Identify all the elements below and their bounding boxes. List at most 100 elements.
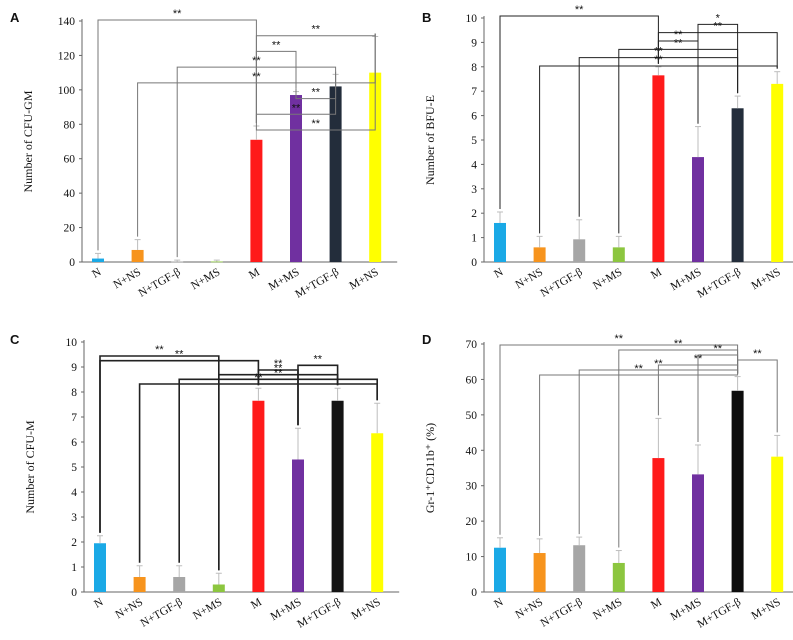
- category-label: M+NS: [749, 266, 782, 292]
- y-tick-label: 10: [66, 337, 78, 349]
- significance-bracket: [657, 40, 699, 124]
- significance-bracket: [218, 373, 339, 571]
- bar: [494, 547, 506, 592]
- bar: [371, 433, 384, 592]
- significance-bracket: [657, 364, 739, 416]
- significance-bracket: [539, 65, 778, 234]
- category-label: N: [90, 266, 104, 281]
- category-label: N+MS: [191, 596, 224, 622]
- y-tick-label: 7: [471, 86, 477, 98]
- y-tick-label: 0: [471, 257, 477, 269]
- significance-bracket: [255, 33, 376, 131]
- y-tick-label: 0: [69, 257, 75, 269]
- bar: [612, 562, 625, 592]
- y-tick-label: 1: [471, 233, 477, 245]
- y-tick-label: 9: [471, 37, 477, 49]
- significance-label: **: [274, 358, 283, 370]
- bar: [92, 258, 104, 262]
- bar: [369, 72, 382, 263]
- significance-label: **: [753, 348, 762, 360]
- category-label: N: [92, 596, 106, 611]
- y-tick-label: 4: [71, 487, 77, 499]
- significance-label: **: [173, 8, 182, 20]
- category-label: M: [249, 596, 264, 612]
- y-tick-label: 6: [471, 111, 477, 123]
- category-label: M: [649, 596, 664, 612]
- significance-label: **: [274, 367, 283, 379]
- significance-label: **: [252, 71, 261, 83]
- y-tick-label: 40: [466, 445, 478, 457]
- bar: [212, 584, 225, 592]
- category-label: M+TGF-β: [295, 596, 343, 631]
- y-tick-label: 20: [466, 516, 478, 528]
- bar: [533, 553, 546, 592]
- significance-label: **: [674, 29, 683, 41]
- category-label: M+TGF-β: [695, 596, 743, 631]
- category-label: M+TGF-β: [293, 266, 341, 301]
- significance-label: **: [575, 4, 584, 16]
- y-tick-label: 60: [64, 154, 76, 166]
- y-tick-label: 80: [64, 119, 76, 131]
- y-tick-label: 20: [64, 223, 76, 235]
- panel-letter: D: [422, 332, 431, 347]
- y-axis-label: Gr-1⁺CD11b⁺ (%): [423, 423, 437, 513]
- y-tick-label: 0: [471, 587, 477, 599]
- significance-label: **: [272, 39, 281, 51]
- bar: [331, 400, 344, 592]
- y-tick-label: 1: [71, 562, 77, 574]
- panel-letter: B: [422, 10, 431, 25]
- bar: [692, 474, 704, 592]
- significance-label: **: [714, 343, 723, 355]
- category-label: N+MS: [591, 596, 624, 622]
- significance-label: **: [615, 333, 624, 345]
- y-tick-label: 2: [71, 537, 77, 549]
- category-label: M+NS: [749, 596, 782, 622]
- y-tick-label: 50: [466, 410, 478, 422]
- bar: [771, 456, 784, 592]
- bar: [533, 247, 546, 262]
- y-tick-label: 6: [71, 437, 77, 449]
- significance-bracket: [578, 57, 739, 217]
- significance-label: **: [714, 21, 723, 33]
- significance-label: **: [314, 353, 323, 365]
- bar: [250, 139, 263, 262]
- significance-label: **: [654, 54, 663, 66]
- significance-bracket: [99, 355, 220, 571]
- bar: [173, 577, 186, 592]
- significance-label: **: [175, 349, 184, 361]
- y-tick-label: 40: [64, 188, 76, 200]
- category-label: N+MS: [591, 266, 624, 292]
- significance-bracket: [178, 378, 378, 563]
- significance-label: **: [252, 55, 261, 67]
- significance-bracket: [618, 48, 739, 234]
- bar: [94, 543, 106, 592]
- bar: [652, 75, 665, 262]
- bar: [731, 108, 744, 262]
- y-tick-label: 30: [466, 481, 478, 493]
- y-axis-label: Number of BFU-E: [423, 95, 437, 185]
- bar: [494, 222, 506, 262]
- bar: [771, 83, 784, 262]
- category-label: M: [649, 266, 664, 282]
- significance-label: **: [312, 87, 321, 99]
- category-label: N: [492, 596, 506, 611]
- significance-label: **: [312, 24, 321, 36]
- significance-label: **: [694, 353, 703, 365]
- y-axis-label: Number of CFU-M: [23, 420, 37, 514]
- category-label: N+TGF-β: [539, 596, 585, 630]
- panel-letter: C: [10, 332, 20, 347]
- significance-bracket: [255, 71, 337, 124]
- significance-bracket: [578, 369, 739, 535]
- significance-label: **: [674, 338, 683, 350]
- y-tick-label: 3: [471, 184, 477, 196]
- y-tick-label: 4: [471, 159, 477, 171]
- y-tick-label: 10: [466, 13, 478, 25]
- significance-label: **: [634, 363, 643, 375]
- significance-bracket: [255, 50, 297, 124]
- category-label: M+NS: [349, 596, 382, 622]
- bar: [292, 459, 304, 592]
- y-axis-label: Number of CFU-GM: [21, 90, 35, 192]
- significance-bracket: [618, 349, 739, 548]
- y-tick-label: 3: [71, 512, 77, 524]
